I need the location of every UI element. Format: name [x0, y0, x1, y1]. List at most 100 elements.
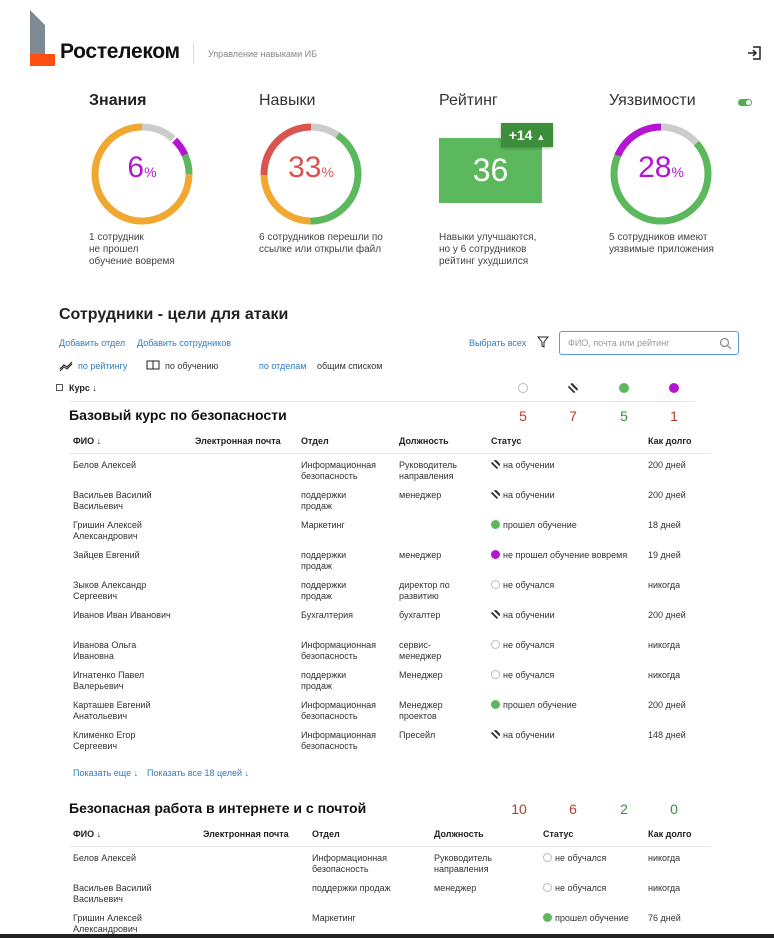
vuln-percent: 28% [638, 151, 684, 184]
arrow-up-icon: ▲ [536, 132, 546, 142]
logout-icon[interactable] [747, 46, 761, 60]
employee-dept[interactable]: Маркетинг [301, 520, 345, 530]
employee-position[interactable]: Менеджер [399, 670, 443, 680]
employee-position[interactable]: менеджер [399, 550, 442, 560]
legend-passed-icon [619, 383, 629, 393]
employee-dept[interactable]: Информационная безопасность [301, 730, 377, 751]
employee-duration: 200 дней [648, 490, 686, 500]
count-failed: 1 [670, 408, 678, 424]
in-training-icon [491, 730, 500, 739]
employee-position[interactable]: бухгалтер [399, 610, 441, 620]
employee-dept[interactable]: поддержки продаж [301, 580, 347, 601]
group-title: Безопасная работа в интернете и с почтой [69, 800, 367, 816]
not-trained-icon [543, 883, 552, 892]
legend-in-training-icon [568, 383, 578, 393]
employee-status[interactable]: не обучался [491, 580, 554, 591]
employee-position[interactable]: директор по развитию [399, 580, 450, 601]
employee-dept[interactable]: Бухгалтерия [301, 610, 353, 620]
skills-percent: 33% [288, 151, 334, 184]
employee-status[interactable]: на обучении [491, 460, 555, 471]
group-by-dept[interactable]: по отделам [259, 361, 307, 371]
passed-icon [491, 520, 500, 529]
count-not-trained: 10 [511, 801, 527, 817]
show-all-link[interactable]: Показать все 18 целей ↓ [147, 768, 250, 778]
count-failed: 0 [670, 801, 678, 817]
col-name[interactable]: ФИО ↓ [73, 436, 102, 446]
employee-dept[interactable]: Маркетинг [312, 913, 356, 923]
employee-position[interactable]: сервис-менеджер [399, 640, 442, 661]
search-input[interactable]: ФИО, почта или рейтинг [559, 331, 739, 355]
employee-dept[interactable]: Информационная безопасность [301, 700, 377, 721]
add-dept-link[interactable]: Добавить отдел [59, 338, 126, 348]
employee-dept[interactable]: поддержки продаж [301, 550, 347, 571]
knowledge-donut: 6% [89, 121, 195, 227]
sort-by-training[interactable]: по обучению [165, 361, 219, 371]
employee-dept[interactable]: Информационная безопасность [301, 460, 377, 481]
skills-title: Навыки [259, 92, 316, 109]
employee-position[interactable]: Пресейл [399, 730, 436, 740]
collapse-icon[interactable] [56, 384, 63, 391]
col-dept: Отдел [312, 829, 340, 839]
employee-status[interactable]: на обучении [491, 490, 555, 501]
employee-duration: никогда [648, 640, 681, 650]
legend-not-trained-icon [518, 383, 528, 393]
employee-name: Белов Алексей [73, 460, 137, 470]
employee-status[interactable]: не прошел обучение вовремя [491, 550, 627, 561]
employee-name: Васильев Василий Васильевич [73, 490, 152, 511]
employee-duration: никогда [648, 580, 681, 590]
employee-position[interactable]: менеджер [434, 883, 477, 893]
employee-duration: 200 дней [648, 460, 686, 470]
col-duration: Как долго [648, 829, 692, 839]
employee-position[interactable]: Руководитель направления [399, 460, 457, 481]
employee-status[interactable]: не обучался [543, 883, 606, 894]
employee-status[interactable]: прошел обучение [543, 913, 629, 924]
col-status: Статус [491, 436, 522, 446]
employee-name: Белов Алексей [73, 853, 137, 863]
filter-icon[interactable] [537, 336, 549, 348]
employee-dept[interactable]: Информационная безопасность [312, 853, 388, 874]
divider [69, 846, 711, 847]
employee-name: Гришин Алексей Александрович [73, 913, 142, 934]
count-in-training: 7 [569, 408, 577, 424]
course-sort[interactable]: Курс ↓ [69, 383, 97, 393]
employee-dept[interactable]: Информационная безопасность [301, 640, 377, 661]
search-icon [719, 337, 732, 350]
col-email: Электронная почта [195, 436, 281, 446]
employee-status[interactable]: прошел обучение [491, 520, 577, 531]
show-more-link[interactable]: Показать еще ↓ [73, 768, 139, 778]
employee-dept[interactable]: поддержки продаж [312, 883, 391, 893]
employee-status[interactable]: не обучался [491, 640, 554, 651]
count-in-training: 6 [569, 801, 577, 817]
select-all-link[interactable]: Выбрать всех [469, 338, 527, 348]
employee-position[interactable]: Менеджер проектов [399, 700, 443, 721]
knowledge-desc: 1 сотрудник не прошел обучение вовремя [89, 232, 175, 267]
view-toggle[interactable] [738, 99, 752, 106]
employee-status[interactable]: не обучался [491, 670, 554, 681]
group-common-list[interactable]: общим списком [317, 361, 383, 371]
employee-status[interactable]: прошел обучение [491, 700, 577, 711]
section-title: Сотрудники - цели для атаки [59, 306, 289, 323]
divider [69, 401, 695, 402]
employee-position[interactable]: менеджер [399, 490, 442, 500]
knowledge-percent: 6% [127, 151, 157, 184]
col-name[interactable]: ФИО ↓ [73, 829, 102, 839]
employee-dept[interactable]: поддержки продаж [301, 670, 347, 691]
employee-status[interactable]: не обучался [543, 853, 606, 864]
add-employees-link[interactable]: Добавить сотрудников [137, 338, 231, 348]
employee-name: Гришин Алексей Александрович [73, 520, 142, 541]
employee-position[interactable]: Руководитель направления [434, 853, 492, 874]
employee-name: Иванова Ольга Ивановна [73, 640, 137, 661]
legend-failed-icon [669, 383, 679, 393]
employee-duration: никогда [648, 883, 681, 893]
employee-status[interactable]: на обучении [491, 730, 555, 741]
employee-duration: 76 дней [648, 913, 681, 923]
brand-name: Ростелеком [60, 40, 180, 63]
sort-by-rating[interactable]: по рейтингу [78, 361, 128, 371]
not-trained-icon [491, 580, 500, 589]
col-status: Статус [543, 829, 574, 839]
employee-dept[interactable]: поддержки продаж [301, 490, 347, 511]
not-trained-icon [491, 640, 500, 649]
trend-icon [59, 361, 73, 371]
employee-status[interactable]: на обучении [491, 610, 555, 621]
failed-icon [491, 550, 500, 559]
